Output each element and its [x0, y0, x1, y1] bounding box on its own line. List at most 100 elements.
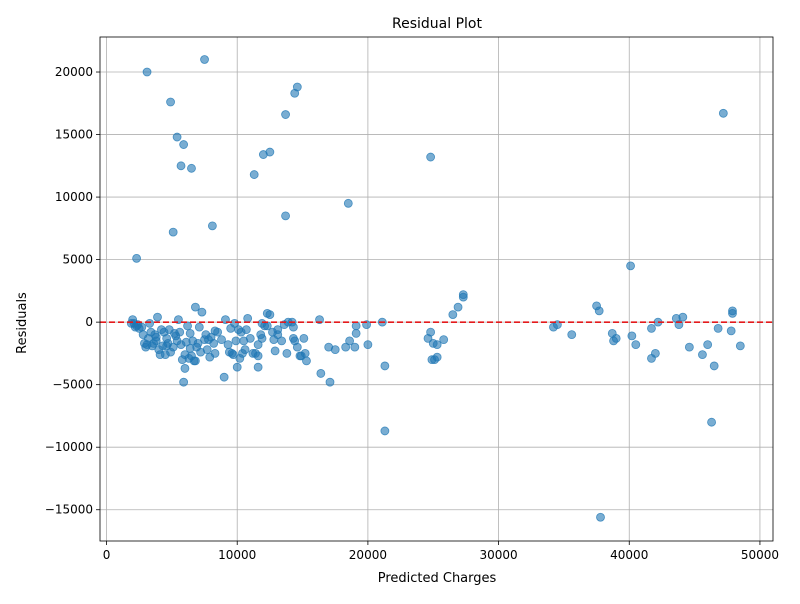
data-point: [341, 342, 351, 352]
data-point: [226, 323, 236, 333]
data-point: [253, 362, 263, 372]
data-point: [217, 335, 226, 345]
data-point: [126, 318, 136, 328]
plot-frame: [99, 36, 774, 542]
data-point: [235, 354, 245, 363]
data-point: [180, 364, 190, 373]
y-tick-label: 5000: [62, 253, 93, 267]
data-point: [350, 342, 360, 352]
data-point: [647, 323, 656, 333]
data-point: [253, 340, 263, 350]
data-point: [176, 161, 186, 171]
data-point: [343, 198, 353, 208]
data-point: [269, 335, 279, 345]
data-point: [594, 306, 604, 316]
grid: [100, 37, 773, 541]
data-point: [458, 292, 468, 302]
data-point: [207, 221, 217, 231]
data-point: [166, 97, 175, 107]
data-point: [289, 322, 298, 332]
data-point: [448, 310, 458, 320]
x-tick-label: 10000: [218, 548, 256, 562]
data-point: [325, 377, 335, 387]
data-point: [253, 351, 263, 361]
data-point: [197, 307, 207, 317]
x-tick-label: 40000: [610, 548, 648, 562]
data-point: [273, 325, 283, 335]
data-point: [153, 312, 162, 322]
data-point: [351, 328, 361, 338]
data-point: [703, 340, 713, 350]
x-tick-label: 30000: [479, 548, 517, 562]
data-point: [145, 318, 155, 328]
data-point: [296, 351, 306, 361]
data-point: [351, 321, 361, 331]
data-point: [219, 372, 229, 382]
data-point: [170, 328, 179, 338]
data-point: [684, 342, 694, 352]
points-layer: [126, 55, 745, 522]
data-point: [210, 326, 220, 336]
data-point: [190, 356, 200, 366]
data-point: [179, 140, 189, 149]
data-point: [330, 345, 340, 355]
data-point: [154, 345, 164, 355]
data-point: [718, 108, 728, 118]
data-point: [282, 349, 292, 358]
data-point: [611, 333, 621, 343]
data-point: [201, 330, 211, 340]
data-point: [439, 335, 449, 345]
data-point: [363, 340, 373, 350]
data-point: [205, 352, 215, 362]
data-point: [290, 88, 300, 98]
y-tick-label: −5000: [52, 378, 93, 392]
data-point: [157, 325, 166, 335]
data-point: [228, 350, 238, 360]
data-point: [713, 323, 723, 333]
data-point: [249, 170, 259, 179]
data-point: [239, 336, 249, 346]
data-point: [162, 341, 172, 351]
data-point: [698, 350, 707, 360]
data-point: [426, 152, 436, 162]
y-tick-label: 10000: [55, 190, 93, 204]
data-point: [299, 333, 309, 343]
data-point: [232, 362, 242, 372]
data-point: [709, 361, 719, 371]
y-tick-label: 0: [85, 315, 93, 329]
data-point: [647, 354, 656, 363]
data-point: [707, 417, 716, 427]
y-tick-label: −10000: [45, 440, 93, 454]
data-point: [728, 308, 737, 318]
y-tick-label: −15000: [45, 503, 93, 517]
data-point: [626, 261, 635, 271]
x-axis-label: Predicted Charges: [378, 571, 497, 586]
data-point: [140, 339, 149, 348]
y-tick-label: 20000: [55, 65, 93, 79]
data-point: [172, 132, 182, 142]
y-axis-label: Residuals: [15, 292, 30, 354]
data-point: [380, 426, 390, 436]
data-point: [631, 340, 641, 350]
data-point: [596, 512, 605, 522]
data-point: [185, 328, 195, 338]
data-point: [200, 55, 209, 64]
data-point: [262, 321, 272, 331]
data-point: [345, 336, 354, 346]
x-tick-label: 0: [103, 548, 111, 562]
data-point: [678, 312, 688, 322]
data-point: [316, 369, 326, 378]
data-point: [190, 302, 200, 312]
data-point: [183, 321, 192, 331]
chart-title: Residual Plot: [392, 16, 482, 32]
data-point: [302, 356, 311, 366]
data-point: [258, 150, 268, 159]
y-tick-label: 15000: [55, 128, 93, 142]
data-point: [151, 332, 161, 342]
data-point: [627, 331, 637, 341]
data-point: [735, 341, 745, 351]
data-point: [194, 322, 204, 332]
data-point: [270, 346, 280, 356]
